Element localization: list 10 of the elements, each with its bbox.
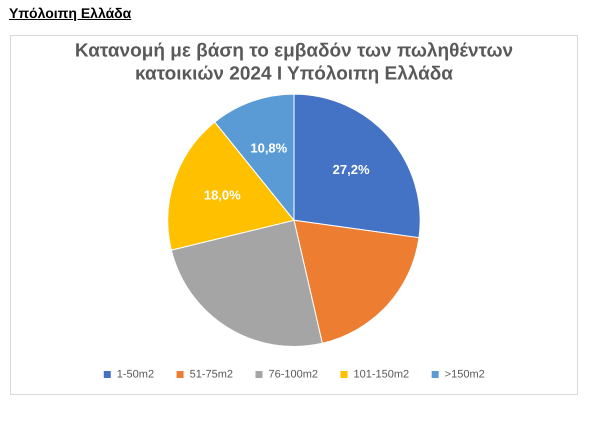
data-label: 18,0% — [204, 188, 242, 203]
data-label: 27,2% — [332, 162, 370, 178]
data-label: 10,8% — [250, 140, 288, 156]
chart-subtitle: Υπόλοιπη Ελλάδα — [9, 5, 132, 21]
legend-label: 76-100m2 — [268, 368, 318, 381]
legend-label: 51-75m2 — [190, 368, 233, 381]
legend-label: >150m2 — [444, 368, 485, 381]
chart-title: Κατανομή με βάση το εμβαδόν των πωληθέντων κατοικιών 2024 Ι Υπόλοιπη Ελλάδα — [74, 40, 514, 84]
legend-label: 101-150m2 — [354, 368, 410, 381]
legend-label: 1-50m2 — [116, 368, 154, 381]
